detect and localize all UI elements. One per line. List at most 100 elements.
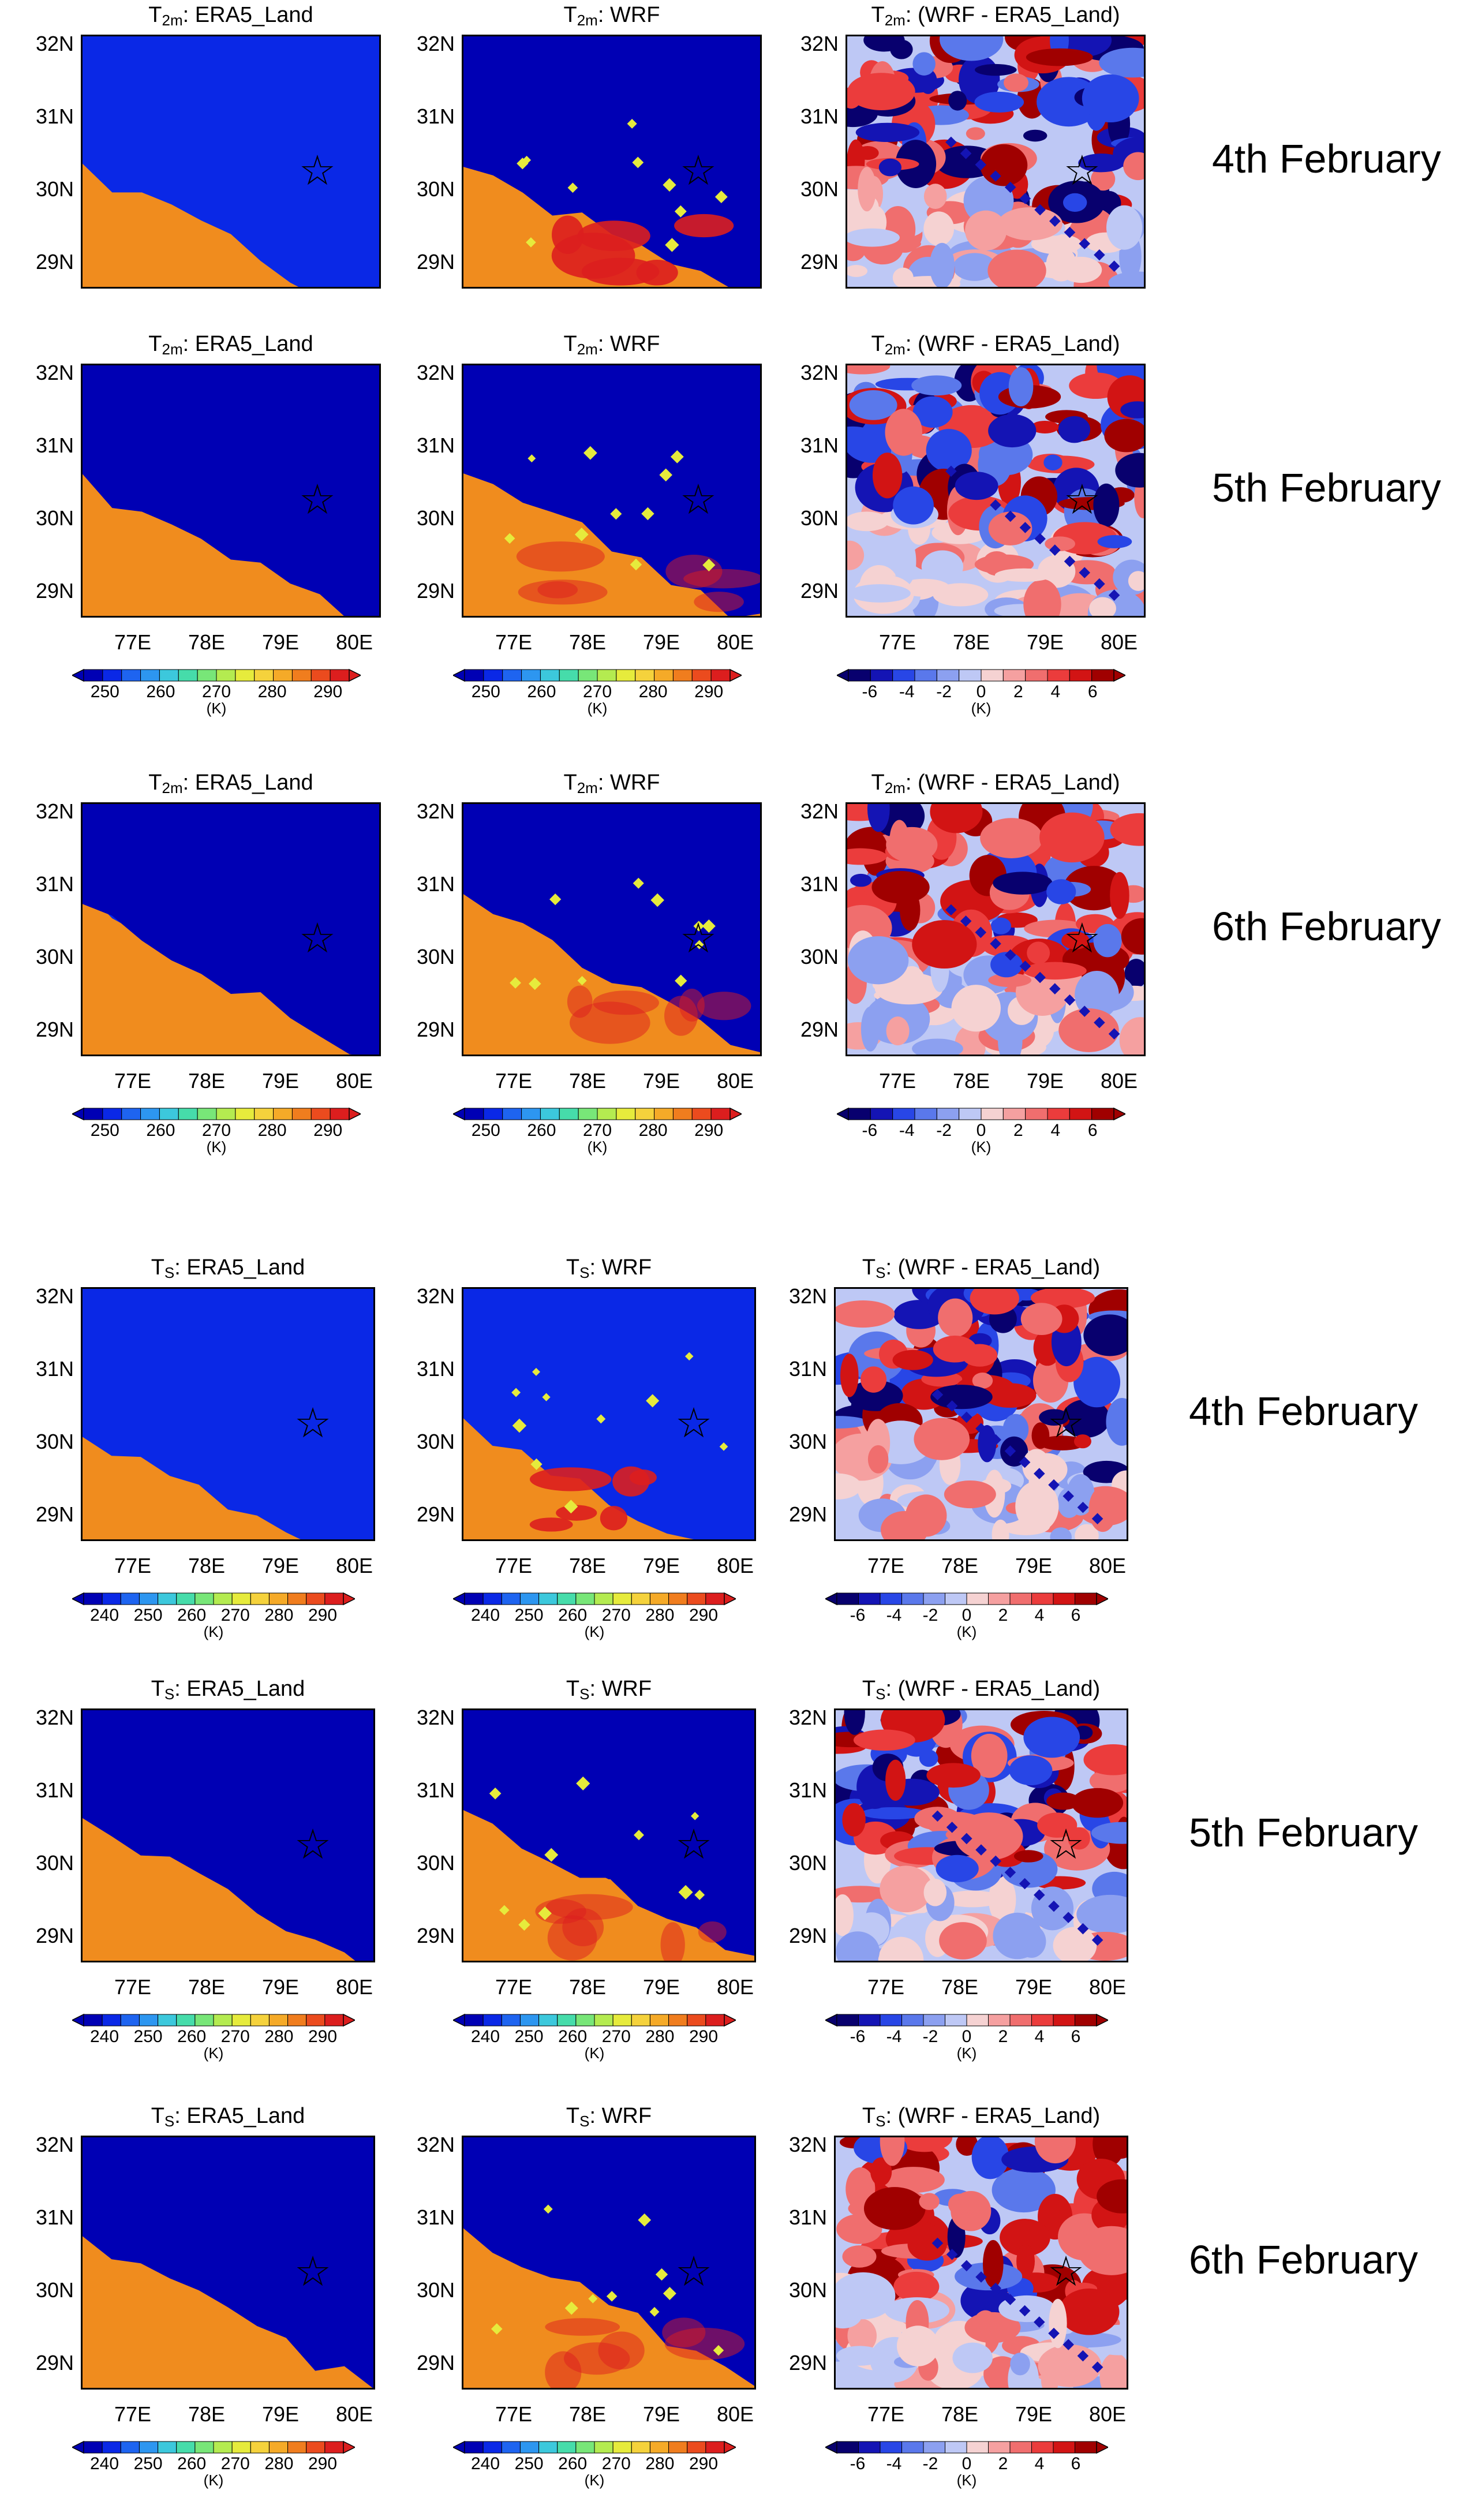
colorbar-segment xyxy=(635,1108,655,1120)
grid-diamond xyxy=(1004,1445,1016,1457)
colorbar-segment xyxy=(287,2014,307,2027)
latitude-tick-label: 31N xyxy=(416,1778,455,1802)
colorbar-graphic xyxy=(72,668,361,682)
latitude-tick-label: 32N xyxy=(788,1706,827,1729)
grid-diamond xyxy=(1064,994,1076,1006)
difference-patch xyxy=(1091,1822,1127,1844)
colorbar-tick-label: 260 xyxy=(177,2454,207,2473)
colorbar-min-arrow xyxy=(453,2013,465,2027)
colorbar-tick-label: 270 xyxy=(601,2454,631,2473)
colorbar-max-arrow xyxy=(349,1107,361,1121)
colorbar-segment xyxy=(836,2014,859,2027)
latitude-tick-label: 29N xyxy=(800,579,839,603)
colorbar-tick-label: 280 xyxy=(257,682,287,701)
colorbar-segment xyxy=(482,2441,502,2454)
title-variable: T xyxy=(566,1255,580,1280)
difference-patch xyxy=(914,1418,970,1460)
latitude-tick-label: 31N xyxy=(416,1357,455,1381)
colorbar-tick-label: 280 xyxy=(638,682,668,701)
difference-patch xyxy=(1110,813,1144,846)
difference-patch xyxy=(893,536,916,586)
map-canvas xyxy=(836,1710,1127,1961)
colorbar-tick-label: 260 xyxy=(527,682,556,701)
colorbar-segment xyxy=(594,1592,613,1605)
colorbar-segment xyxy=(194,2014,214,2027)
latitude-tick-label: 29N xyxy=(788,1924,827,1947)
colorbar-segment xyxy=(140,1108,160,1120)
difference-map xyxy=(846,35,1146,289)
title-variable: T xyxy=(148,332,162,356)
temperature-band xyxy=(83,365,379,616)
difference-patch xyxy=(1121,918,1144,955)
difference-patch xyxy=(988,1875,1016,1924)
difference-patch xyxy=(933,1336,977,1363)
grid-diamond xyxy=(1064,226,1076,238)
warm-patch xyxy=(569,1001,650,1044)
colorbar-tick-label: 270 xyxy=(601,2027,631,2046)
latitude-tick-label: 30N xyxy=(788,1851,827,1875)
difference-patch xyxy=(944,1480,996,1509)
temperature-colorbar xyxy=(72,2013,355,2027)
map-canvas xyxy=(83,804,379,1055)
latitude-tick-label: 30N xyxy=(788,1430,827,1453)
colorbar-max-arrow xyxy=(724,2440,736,2454)
difference-patch xyxy=(878,158,901,177)
colorbar-unit: (K) xyxy=(203,2472,224,2489)
colorbar-segment xyxy=(121,669,141,682)
colorbar-tick-label: 6 xyxy=(1087,682,1098,701)
colorbar-segment xyxy=(705,2014,725,2027)
colorbar-segment xyxy=(176,2441,196,2454)
grid-diamond xyxy=(990,938,1001,949)
latitude-tick-label: 31N xyxy=(788,1357,827,1381)
difference-patch xyxy=(1067,1474,1095,1516)
longitude-tick-label: 79E xyxy=(642,630,680,654)
latitude-tick-label: 29N xyxy=(35,579,74,603)
colorbar-segment xyxy=(231,1592,251,1605)
panel-title: TS: WRF xyxy=(439,2104,779,2130)
colorbar-segment xyxy=(482,1592,502,1605)
colorbar-segment xyxy=(914,1108,937,1120)
colorbar-graphic xyxy=(72,2013,355,2027)
latitude-tick-label: 30N xyxy=(416,177,455,201)
colorbar-segment xyxy=(616,669,636,682)
longitude-tick-label: 78E xyxy=(941,1554,979,1577)
warm-patch xyxy=(552,215,584,255)
colorbar-segment xyxy=(668,2014,688,2027)
title-label: : WRF xyxy=(597,332,660,356)
difference-patch xyxy=(880,1865,933,1913)
title-label: : ERA5_Land xyxy=(182,332,313,356)
difference-patch xyxy=(1031,234,1082,255)
difference-map xyxy=(834,1708,1128,1962)
colorbar-unit: (K) xyxy=(584,2044,605,2062)
difference-patch xyxy=(1027,941,1050,964)
colorbar-tick-label: 6 xyxy=(1071,2027,1081,2046)
panel-title: T2m: WRF xyxy=(439,771,785,797)
latitude-tick-label: 31N xyxy=(416,2205,455,2229)
colorbar-segment xyxy=(654,669,674,682)
colorbar-tick-label: 290 xyxy=(689,1606,719,1625)
colorbar-segment xyxy=(1069,1108,1093,1120)
colorbar-segment xyxy=(159,669,179,682)
difference-patch xyxy=(847,936,909,985)
panel-title: T2m: (WRF - ERA5_Land) xyxy=(822,771,1169,797)
colorbar-segment xyxy=(649,2441,669,2454)
panel-title: TS: WRF xyxy=(439,1255,779,1282)
grid-diamond xyxy=(1004,2294,1016,2305)
latitude-tick-label: 32N xyxy=(416,1706,455,1729)
difference-patch xyxy=(923,211,955,246)
colorbar-segment xyxy=(687,2014,706,2027)
difference-patch xyxy=(1099,2353,1127,2388)
difference-patch xyxy=(1106,205,1143,250)
latitude-tick-label: 31N xyxy=(800,104,839,128)
colorbar-segment xyxy=(1009,1592,1032,1605)
title-subscript: 2m xyxy=(162,341,183,358)
latitude-tick-label: 30N xyxy=(800,945,839,969)
colorbar-max-arrow xyxy=(343,2013,355,2027)
colorbar-segment xyxy=(1053,2014,1075,2027)
difference-patch xyxy=(1046,1792,1081,1810)
colorbar-segment xyxy=(649,1592,669,1605)
latitude-tick-label: 29N xyxy=(416,579,455,603)
difference-patch xyxy=(1078,154,1125,173)
colorbar-tick-label: -6 xyxy=(850,1606,866,1625)
longitude-tick-label: 77E xyxy=(878,630,916,654)
